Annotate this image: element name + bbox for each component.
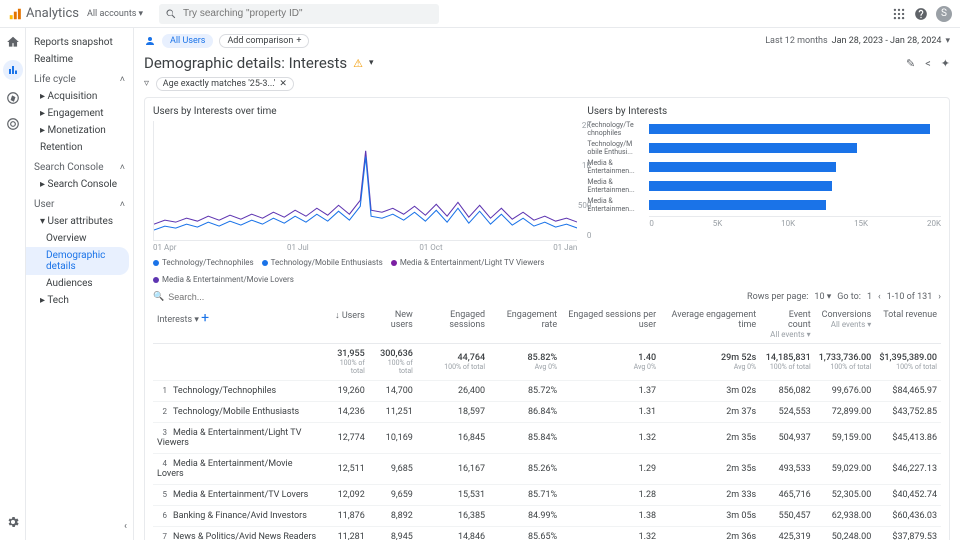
page-prev-icon[interactable]: ‹: [878, 292, 881, 302]
col-eng-rate[interactable]: Engagement rate: [489, 306, 561, 344]
date-range-label: Last 12 months: [765, 36, 827, 46]
insights-icon[interactable]: ✦: [941, 57, 950, 70]
table-search-input[interactable]: [168, 292, 741, 302]
title-dropdown-icon[interactable]: ▾: [369, 58, 374, 68]
sidebar-item-demographic[interactable]: Demographic details: [26, 247, 129, 275]
table-row[interactable]: 4Media & Entertainment/Movie Lovers12,51…: [153, 454, 941, 485]
rows-per-page-label: Rows per page:: [747, 292, 808, 302]
global-search[interactable]: [159, 4, 439, 24]
filter-row: ▿ Age exactly matches '25-3...'✕: [144, 76, 950, 91]
sidebar-collapse-icon[interactable]: ‹: [124, 521, 127, 532]
bar-row: Technology/Technophiles: [587, 121, 941, 137]
bar-row: Media &Entertainmen...: [587, 178, 941, 194]
search-input[interactable]: [183, 8, 433, 19]
sidebar-item-monetization[interactable]: ▸ Monetization: [26, 122, 133, 139]
data-table: Interests ▾ + ↓ Users New users Engaged …: [153, 306, 941, 540]
table-toolbar: 🔍 Rows per page: 10 ▾ Go to: 1 ‹ 1-10 of…: [153, 292, 941, 302]
accounts-dropdown[interactable]: All accounts▾: [87, 9, 143, 19]
filter-chip[interactable]: Age exactly matches '25-3...'✕: [156, 77, 294, 91]
line-chart-title: Users by Interests over time: [153, 106, 577, 117]
page-next-icon[interactable]: ›: [938, 292, 941, 302]
line-chart: Users by Interests over time 2K 1K 500 0…: [153, 106, 577, 284]
analytics-logo-icon: [8, 7, 22, 21]
sidebar-item-snapshot[interactable]: Reports snapshot: [26, 34, 133, 51]
col-conversions[interactable]: ConversionsAll events ▾: [815, 306, 876, 344]
table-row[interactable]: 6Banking & Finance/Avid Investors11,8768…: [153, 506, 941, 527]
col-interests[interactable]: Interests: [157, 315, 192, 325]
col-revenue[interactable]: Total revenue: [875, 306, 941, 344]
sidebar: Reports snapshot Realtime Life cycle˄ ▸ …: [26, 28, 134, 540]
filter-icon[interactable]: ▿: [144, 78, 149, 89]
col-avg-time[interactable]: Average engagement time: [660, 306, 760, 344]
nav-rail: [0, 28, 26, 540]
legend-item[interactable]: Media & Entertainment/Movie Lovers: [153, 275, 294, 284]
bar-row: Technology/Mobile Enthusi...: [587, 140, 941, 156]
table-row[interactable]: 3Media & Entertainment/Light TV Viewers1…: [153, 423, 941, 454]
filter-remove-icon[interactable]: ✕: [279, 79, 287, 89]
bar-row: Media &Entertainmen...: [587, 197, 941, 213]
totals-row: 31,955100% of total300,636100% of total4…: [153, 344, 941, 381]
sidebar-item-audiences[interactable]: Audiences: [26, 275, 133, 292]
date-range-picker[interactable]: Jan 28, 2023 - Jan 28, 2024: [832, 36, 942, 46]
page-title: Demographic details: Interests: [144, 54, 347, 72]
bar-row: Media &Entertainmen...: [587, 159, 941, 175]
app-logo[interactable]: Analytics: [8, 6, 79, 21]
legend-item[interactable]: Technology/Mobile Enthusiasts: [262, 258, 383, 267]
col-eng-per-user[interactable]: Engaged sessions per user: [561, 306, 660, 344]
col-users[interactable]: ↓ Users: [323, 306, 369, 344]
avatar[interactable]: S: [936, 6, 952, 22]
apps-icon[interactable]: [892, 7, 906, 21]
customize-icon[interactable]: ✎: [906, 57, 915, 70]
topbar: Analytics All accounts▾ S: [0, 0, 960, 28]
reports-icon[interactable]: [3, 60, 23, 80]
home-icon[interactable]: [5, 34, 21, 50]
sidebar-item-user-attributes[interactable]: ▾ User attributes: [26, 213, 133, 230]
legend-item[interactable]: Media & Entertainment/Light TV Viewers: [391, 258, 545, 267]
segment-all-users[interactable]: All Users: [162, 34, 213, 48]
page-range: 1-10 of 131: [887, 292, 933, 302]
bar-chart-title: Users by Interests: [587, 106, 941, 117]
col-eng-sessions[interactable]: Engaged sessions: [417, 306, 489, 344]
col-new-users[interactable]: New users: [369, 306, 417, 344]
ads-icon[interactable]: [5, 116, 21, 132]
sidebar-section-user[interactable]: User˄: [26, 193, 133, 213]
table-row[interactable]: 1Technology/Technophiles19,26014,70026,4…: [153, 381, 941, 402]
all-users-icon: [144, 35, 156, 47]
bar-chart: Users by Interests Technology/Technophil…: [587, 106, 941, 284]
sidebar-item-acquisition[interactable]: ▸ Acquisition: [26, 88, 133, 105]
sidebar-item-overview[interactable]: Overview: [26, 230, 133, 247]
search-icon: [165, 8, 177, 20]
sidebar-section-search-console[interactable]: Search Console˄: [26, 156, 133, 176]
table-row[interactable]: 7News & Politics/Avid News Readers11,281…: [153, 527, 941, 540]
share-icon[interactable]: <: [925, 57, 931, 70]
col-event-count[interactable]: Event countAll events ▾: [760, 306, 814, 344]
admin-icon[interactable]: [5, 514, 21, 530]
table-search-icon: 🔍: [153, 292, 164, 302]
goto-label: Go to:: [837, 292, 861, 302]
sidebar-section-lifecycle[interactable]: Life cycle˄: [26, 68, 133, 88]
main-content: All Users Add comparison+ Last 12 months…: [134, 28, 960, 540]
sidebar-item-realtime[interactable]: Realtime: [26, 51, 133, 68]
explore-icon[interactable]: [5, 90, 21, 106]
table-row[interactable]: 2Technology/Mobile Enthusiasts14,23611,2…: [153, 402, 941, 423]
help-icon[interactable]: [914, 7, 928, 21]
line-chart-svg: [154, 121, 577, 240]
sidebar-item-tech[interactable]: ▸ Tech: [26, 292, 133, 309]
warning-icon[interactable]: ⚠: [353, 57, 363, 70]
rows-per-page-select[interactable]: 10 ▾: [814, 292, 831, 302]
segment-bar: All Users Add comparison+ Last 12 months…: [144, 32, 950, 50]
app-name: Analytics: [26, 6, 79, 21]
add-dimension-icon[interactable]: +: [201, 310, 209, 326]
page-title-row: Demographic details: Interests ⚠ ▾ ✎ < ✦: [144, 50, 950, 76]
sidebar-item-search-console[interactable]: ▸ Search Console: [26, 176, 133, 193]
table-row[interactable]: 5Media & Entertainment/TV Lovers12,0929,…: [153, 485, 941, 506]
goto-input[interactable]: 1: [867, 292, 872, 302]
sidebar-item-engagement[interactable]: ▸ Engagement: [26, 105, 133, 122]
report-card: Users by Interests over time 2K 1K 500 0…: [144, 97, 950, 540]
sidebar-item-retention[interactable]: Retention: [26, 139, 133, 156]
legend-item[interactable]: Technology/Technophiles: [153, 258, 254, 267]
add-comparison-button[interactable]: Add comparison+: [219, 34, 309, 48]
